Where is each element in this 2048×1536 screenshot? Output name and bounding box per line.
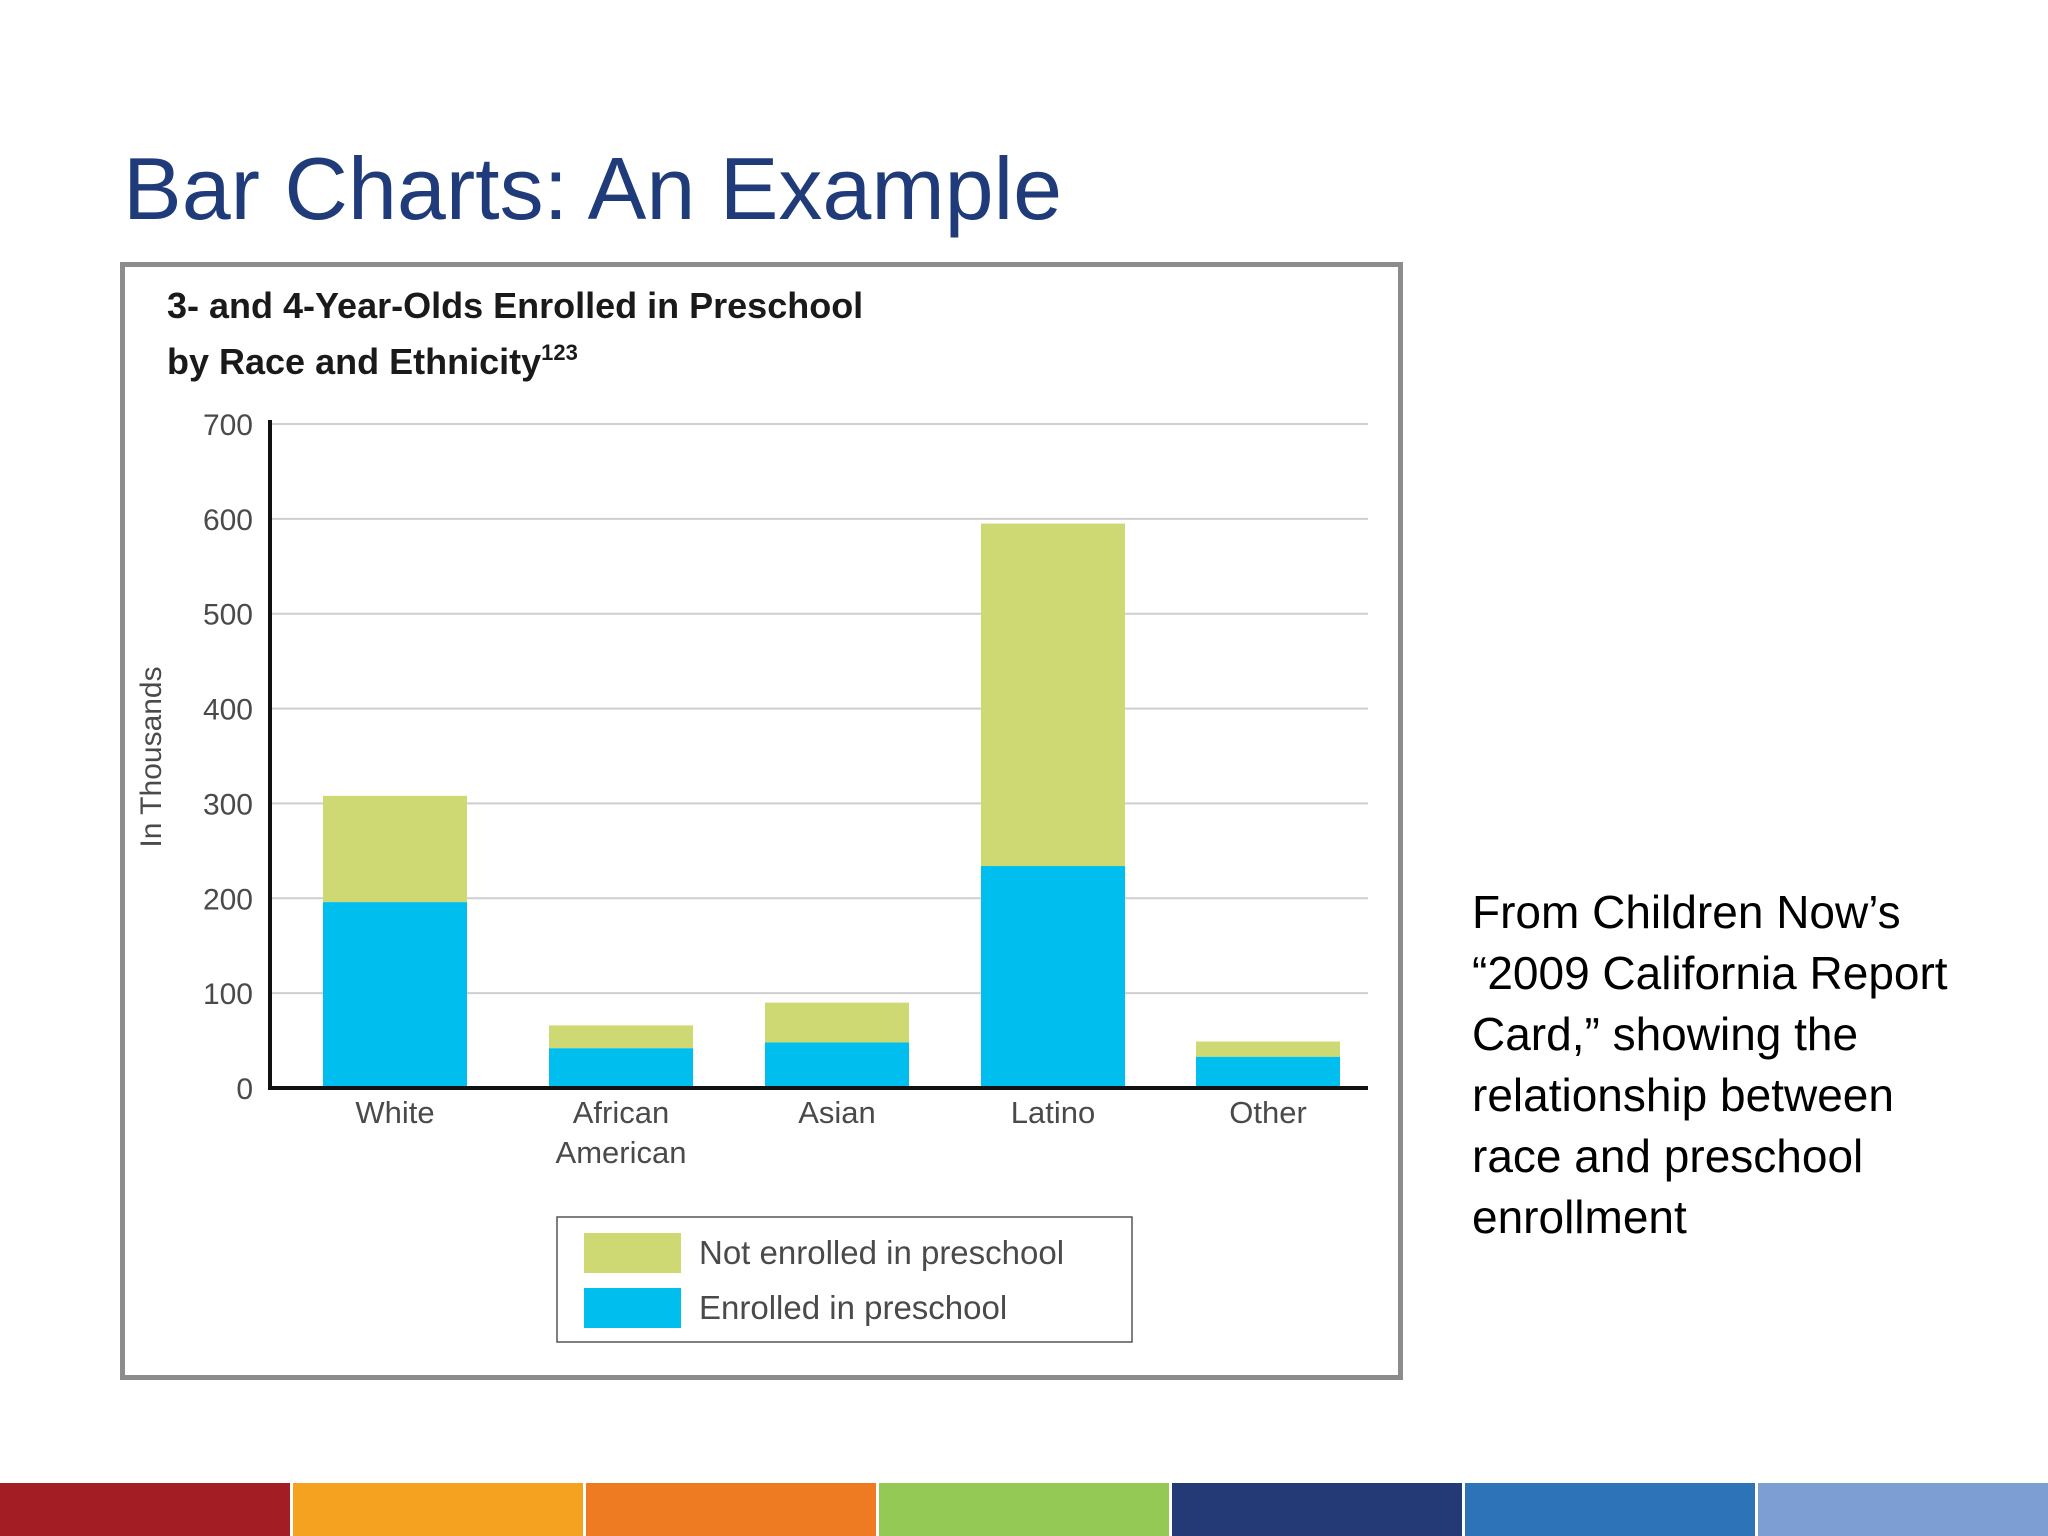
y-tick-label: 200 bbox=[203, 883, 253, 916]
footer-segment bbox=[0, 1483, 290, 1536]
footer-color-bar bbox=[0, 1483, 2048, 1536]
bar-segment bbox=[549, 1025, 693, 1049]
bar-segment bbox=[981, 523, 1125, 867]
footer-segment bbox=[1465, 1483, 1755, 1536]
bar-segment bbox=[765, 1002, 909, 1043]
footer-segment bbox=[1758, 1483, 2048, 1536]
y-tick-label: 500 bbox=[203, 599, 253, 632]
bar-segment bbox=[1196, 1041, 1340, 1057]
footer-segment bbox=[586, 1483, 876, 1536]
x-tick-label: Latino bbox=[1011, 1095, 1095, 1130]
chart-caption: From Children Now’s “2009 California Rep… bbox=[1472, 886, 1948, 1243]
y-tick-label: 300 bbox=[203, 788, 253, 821]
bar-segment bbox=[549, 1048, 693, 1088]
footer-segment bbox=[1172, 1483, 1462, 1536]
slide-title: Bar Charts: An Example bbox=[123, 139, 1063, 238]
y-tick-label: 0 bbox=[236, 1073, 253, 1106]
y-tick-label: 700 bbox=[203, 409, 253, 442]
footer-segment bbox=[879, 1483, 1169, 1536]
x-tick-label: White bbox=[355, 1095, 434, 1130]
y-axis-label: In Thousands bbox=[135, 666, 168, 847]
chart-title-superscript: 123 bbox=[541, 340, 578, 365]
x-tick-label: African American bbox=[556, 1095, 687, 1170]
bar-segment bbox=[323, 795, 467, 903]
footer-segment bbox=[293, 1483, 583, 1536]
x-tick-label: Other bbox=[1229, 1095, 1307, 1130]
bar-segment bbox=[1196, 1056, 1340, 1088]
legend-label: Not enrolled in preschool bbox=[699, 1234, 1064, 1271]
y-tick-label: 600 bbox=[203, 504, 253, 537]
chart-frame: 3- and 4-Year-Olds Enrolled in Preschool… bbox=[120, 262, 1403, 1380]
chart-title-line2: by Race and Ethnicity123 bbox=[167, 340, 578, 382]
bar-segment bbox=[765, 1042, 909, 1088]
chart-title-line1: 3- and 4-Year-Olds Enrolled in Preschool bbox=[167, 285, 863, 326]
y-tick-label: 100 bbox=[203, 978, 253, 1011]
bar-segment bbox=[323, 902, 467, 1088]
legend-swatch bbox=[584, 1233, 681, 1273]
y-tick-label: 400 bbox=[203, 694, 253, 727]
legend-swatch bbox=[584, 1288, 681, 1328]
legend-label: Enrolled in preschool bbox=[699, 1289, 1007, 1326]
bar-segment bbox=[981, 866, 1125, 1088]
x-tick-label: Asian bbox=[798, 1095, 876, 1130]
bar-chart: 3- and 4-Year-Olds Enrolled in Preschool… bbox=[135, 285, 1368, 1343]
